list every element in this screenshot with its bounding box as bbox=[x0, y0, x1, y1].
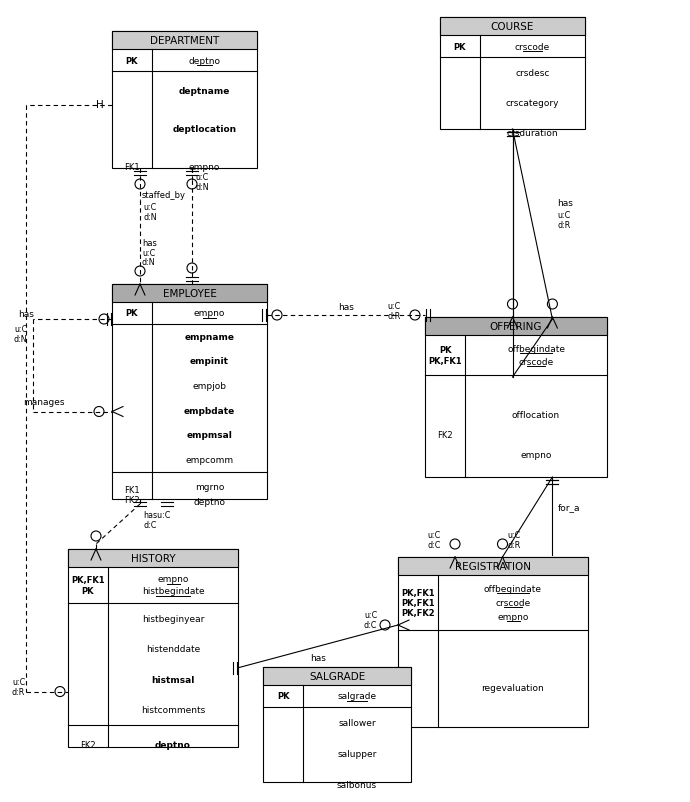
Bar bbox=[68, 549, 238, 567]
Text: has: has bbox=[18, 310, 34, 319]
Text: has: has bbox=[558, 199, 573, 209]
Text: d:N: d:N bbox=[14, 335, 28, 344]
Bar bbox=[68, 549, 238, 747]
Text: empno: empno bbox=[497, 612, 529, 621]
Text: FK1
FK2: FK1 FK2 bbox=[124, 485, 140, 504]
Text: offlocation: offlocation bbox=[512, 411, 560, 420]
Bar bbox=[398, 557, 588, 727]
Text: u:C: u:C bbox=[508, 531, 521, 540]
Text: staffed_by: staffed_by bbox=[142, 191, 186, 200]
Text: deptname: deptname bbox=[179, 87, 230, 95]
Text: offbegindate: offbegindate bbox=[507, 344, 565, 354]
Text: d:R: d:R bbox=[387, 312, 400, 321]
Bar bbox=[440, 18, 585, 36]
Text: PK: PK bbox=[126, 309, 138, 318]
Text: salbonus: salbonus bbox=[337, 780, 377, 789]
Text: PK: PK bbox=[454, 43, 466, 51]
Text: mgrno: mgrno bbox=[195, 483, 224, 492]
Text: empno: empno bbox=[157, 575, 188, 584]
Text: empno: empno bbox=[520, 451, 552, 460]
Text: REGISTRATION: REGISTRATION bbox=[455, 561, 531, 571]
Text: deptno: deptno bbox=[193, 498, 226, 507]
Text: crsduration: crsduration bbox=[506, 128, 558, 137]
Text: d:C: d:C bbox=[427, 541, 440, 550]
Text: salgrade: salgrade bbox=[337, 691, 377, 701]
Text: crscode: crscode bbox=[515, 43, 550, 51]
Text: hasu:C: hasu:C bbox=[143, 511, 170, 520]
Text: salupper: salupper bbox=[337, 749, 377, 758]
Text: d:N: d:N bbox=[143, 213, 157, 221]
Text: crscategory: crscategory bbox=[506, 99, 560, 107]
Text: offbegindate: offbegindate bbox=[484, 585, 542, 593]
Bar bbox=[112, 285, 267, 500]
Text: d:C: d:C bbox=[143, 520, 157, 530]
Text: SALGRADE: SALGRADE bbox=[309, 671, 365, 681]
Text: DEPARTMENT: DEPARTMENT bbox=[150, 36, 219, 46]
Text: u:C: u:C bbox=[142, 248, 155, 257]
Text: histcomments: histcomments bbox=[141, 706, 205, 715]
Text: u:C: u:C bbox=[195, 172, 208, 181]
Text: PK
PK,FK1: PK PK,FK1 bbox=[428, 346, 462, 365]
Text: FK2: FK2 bbox=[437, 431, 453, 440]
Text: crscode: crscode bbox=[495, 598, 531, 607]
Text: histbegindate: histbegindate bbox=[141, 587, 204, 596]
Text: u:C: u:C bbox=[12, 677, 26, 687]
Text: empmsal: empmsal bbox=[186, 431, 233, 440]
Text: FK1: FK1 bbox=[124, 163, 140, 172]
Text: empjob: empjob bbox=[193, 382, 226, 391]
Text: crscode: crscode bbox=[518, 358, 553, 367]
Text: d:R: d:R bbox=[12, 687, 26, 696]
Text: u:C: u:C bbox=[558, 211, 571, 221]
Text: empbdate: empbdate bbox=[184, 407, 235, 415]
Text: histmsal: histmsal bbox=[151, 675, 195, 684]
Text: d:N: d:N bbox=[195, 182, 208, 191]
Bar bbox=[263, 667, 411, 685]
Text: COURSE: COURSE bbox=[491, 22, 534, 32]
Text: u:C: u:C bbox=[387, 302, 400, 311]
Text: deptlocation: deptlocation bbox=[172, 125, 237, 134]
Text: deptno: deptno bbox=[155, 740, 191, 750]
Bar bbox=[112, 32, 257, 168]
Text: PK,FK1
PK,FK1
PK,FK2: PK,FK1 PK,FK1 PK,FK2 bbox=[401, 588, 435, 618]
Bar bbox=[112, 285, 267, 302]
Text: empcomm: empcomm bbox=[186, 456, 233, 464]
Text: empno: empno bbox=[194, 309, 225, 318]
Text: OFFERING: OFFERING bbox=[490, 322, 542, 331]
Text: histbeginyear: histbeginyear bbox=[142, 614, 204, 623]
Text: has: has bbox=[338, 303, 354, 312]
Text: manages: manages bbox=[23, 398, 64, 407]
Text: empinit: empinit bbox=[190, 357, 229, 366]
Text: empname: empname bbox=[184, 332, 235, 342]
Text: d:R: d:R bbox=[508, 541, 521, 550]
Text: d:R: d:R bbox=[558, 221, 571, 230]
Text: u:C: u:C bbox=[14, 325, 27, 334]
Text: EMPLOYEE: EMPLOYEE bbox=[163, 289, 217, 298]
Text: u:C: u:C bbox=[427, 531, 440, 540]
Text: d:N: d:N bbox=[142, 258, 156, 267]
Bar bbox=[440, 18, 585, 130]
Text: PK,FK1
PK: PK,FK1 PK bbox=[71, 576, 105, 595]
Bar bbox=[112, 32, 257, 50]
Text: HISTORY: HISTORY bbox=[130, 553, 175, 563]
Text: has: has bbox=[142, 238, 157, 247]
Bar bbox=[425, 318, 607, 335]
Text: FK2: FK2 bbox=[80, 740, 96, 750]
Text: sallower: sallower bbox=[338, 718, 376, 727]
Text: empno: empno bbox=[189, 163, 220, 172]
Text: regevaluation: regevaluation bbox=[482, 683, 544, 692]
Text: histenddate: histenddate bbox=[146, 645, 200, 654]
Bar bbox=[425, 318, 607, 477]
Text: crsdesc: crsdesc bbox=[515, 68, 550, 78]
Text: has: has bbox=[310, 654, 326, 662]
Text: PK: PK bbox=[277, 691, 289, 701]
Text: PK: PK bbox=[126, 56, 138, 66]
Text: u:C: u:C bbox=[143, 202, 156, 211]
Bar bbox=[263, 667, 411, 782]
Text: deptno: deptno bbox=[188, 56, 221, 66]
Text: d:C: d:C bbox=[364, 621, 377, 630]
Bar bbox=[398, 557, 588, 575]
Text: H: H bbox=[96, 100, 104, 111]
Text: for_a: for_a bbox=[558, 503, 580, 512]
Text: u:C: u:C bbox=[364, 611, 377, 620]
